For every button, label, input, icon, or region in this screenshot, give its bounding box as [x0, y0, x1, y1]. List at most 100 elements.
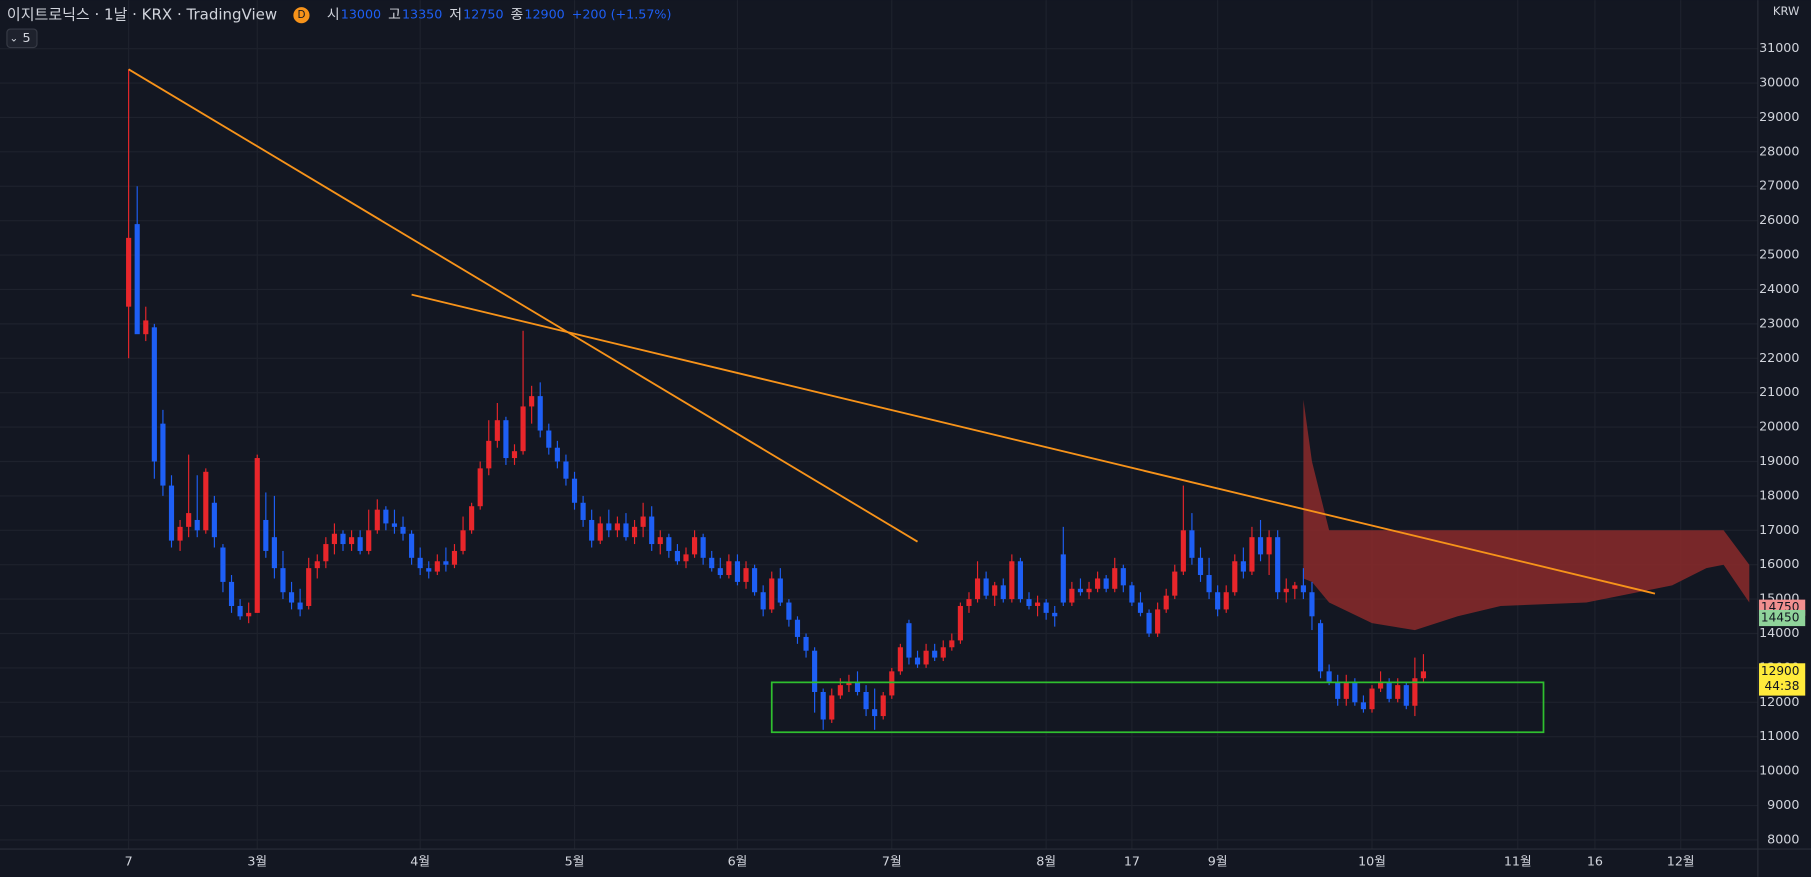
candle-body — [1283, 588, 1289, 593]
candle-body — [323, 544, 329, 562]
candle-body — [854, 681, 861, 692]
candle-body — [1180, 530, 1186, 572]
countdown: 44:38 — [1765, 679, 1800, 693]
candle-body — [726, 561, 732, 576]
x-tick-label: 11월 — [1504, 853, 1532, 868]
candle-body — [631, 526, 638, 538]
candle-body — [657, 537, 663, 545]
candle-body — [486, 440, 492, 469]
candle-body — [906, 623, 912, 658]
candle-body — [1240, 561, 1246, 572]
candle-body — [1163, 595, 1169, 610]
candle-body — [426, 568, 432, 572]
candle-body — [717, 568, 723, 576]
badge-text: D — [297, 9, 305, 21]
candle-body — [606, 523, 612, 531]
candle-body — [1249, 537, 1255, 572]
y-tick-label: 8000 — [1767, 831, 1799, 846]
candle-body — [966, 599, 972, 606]
candle-body — [1077, 588, 1084, 593]
chart-title: 이지트로닉스 · 1날 · KRX · TradingView — [7, 6, 277, 24]
candle-body — [177, 526, 183, 541]
candle-body — [1335, 681, 1341, 699]
candle-body — [777, 578, 783, 603]
y-tick-label: 18000 — [1759, 487, 1799, 502]
candle-body — [786, 602, 792, 620]
candle-body — [563, 461, 569, 479]
candle-body — [1266, 537, 1272, 555]
candle-body — [692, 537, 698, 555]
candle-body — [923, 650, 929, 665]
candle-body — [417, 557, 423, 569]
candle-body — [571, 478, 578, 503]
candle-body — [1026, 599, 1032, 606]
candle-body — [846, 681, 852, 686]
candle-body — [280, 568, 286, 593]
candle-body — [932, 650, 938, 658]
candle-body — [863, 691, 869, 710]
candle-body — [1369, 688, 1375, 710]
candle-body — [349, 537, 355, 545]
y-tick-label: 14000 — [1759, 625, 1799, 640]
x-tick-label: 7월 — [882, 853, 902, 868]
price-label-bg — [1759, 663, 1806, 696]
x-tick-label: 16 — [1587, 853, 1603, 868]
candle-body — [1095, 578, 1101, 589]
candle-body — [752, 568, 758, 593]
candle-body — [1360, 702, 1366, 710]
candle-body — [409, 533, 415, 558]
candle-body — [1197, 557, 1204, 576]
candle-body — [1035, 602, 1041, 606]
candle-body — [194, 519, 200, 531]
candle-body — [1189, 530, 1195, 558]
candle-body — [477, 468, 483, 507]
indicator-toggle[interactable] — [6, 28, 38, 49]
candle-body — [940, 647, 946, 658]
candle-body — [829, 695, 835, 720]
candle-body — [306, 568, 312, 606]
trendline — [411, 293, 1656, 595]
candle-body — [400, 526, 406, 534]
y-tick-label: 17000 — [1759, 522, 1799, 537]
currency[interactable]: KRW — [1773, 4, 1800, 18]
candle-body — [1017, 561, 1023, 600]
candle-body — [1317, 623, 1324, 672]
candle-body — [1223, 592, 1229, 610]
candle-body — [597, 523, 603, 541]
candle-body — [160, 423, 166, 486]
badge — [293, 7, 310, 24]
indicator-count[interactable]: 5 — [23, 30, 31, 45]
x-tick-label: 7 — [125, 853, 133, 868]
x-tick-label: 3월 — [247, 853, 267, 868]
candle-body — [1043, 602, 1049, 613]
x-tick-label: 5월 — [565, 853, 585, 868]
y-tick-label: 23000 — [1759, 315, 1799, 330]
y-tick-label: 19000 — [1759, 453, 1799, 468]
candle-body — [769, 578, 775, 610]
candle-body — [957, 605, 963, 641]
candle-body — [434, 561, 440, 572]
support-zone — [770, 681, 1545, 734]
x-tick-label: 8월 — [1036, 853, 1056, 868]
price-label: 14450 — [1761, 611, 1800, 625]
y-tick-label: 28000 — [1759, 143, 1799, 158]
candle-body — [263, 519, 269, 551]
x-tick-label: 6월 — [728, 853, 748, 868]
ohlc-value: 12750 — [463, 7, 503, 22]
candle-body — [1292, 585, 1298, 589]
candle-body — [709, 557, 715, 569]
candle-body — [743, 568, 749, 582]
candle-body — [340, 533, 346, 545]
candle-body — [220, 547, 226, 582]
candle-body — [812, 650, 818, 692]
chevron: ⌄ — [10, 32, 19, 44]
y-tick-label: 27000 — [1759, 178, 1799, 193]
ohlc-label: 시 — [327, 7, 340, 23]
candle-body — [254, 458, 260, 613]
candle-body — [1112, 568, 1118, 589]
candle-body — [700, 537, 706, 558]
candle-body — [451, 550, 458, 565]
candle-body — [897, 647, 903, 672]
y-tick-label: 26000 — [1759, 212, 1799, 227]
